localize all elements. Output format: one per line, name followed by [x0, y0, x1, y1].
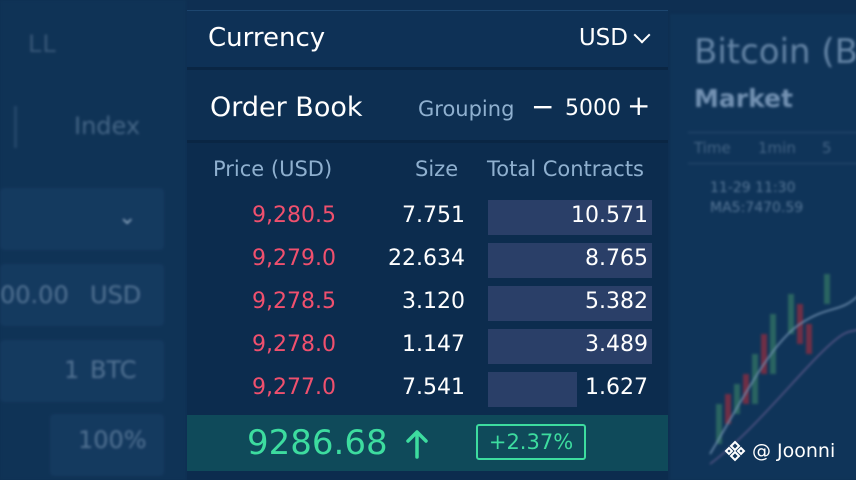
currency-label: Currency [208, 23, 326, 53]
order-size: 7.541 [402, 375, 465, 400]
total-contracts: 3.489 [585, 332, 648, 357]
btc-unit: BTC [90, 356, 137, 384]
depth-bar [488, 372, 577, 407]
currency-selected-value: USD [578, 25, 628, 51]
sell-label: LL [28, 30, 57, 58]
ask-price: 9,277.0 [252, 375, 336, 400]
ask-price: 9,278.0 [252, 332, 336, 357]
price-change-badge: +2.37% [476, 424, 586, 460]
total-contracts: 8.765 [585, 246, 648, 271]
quantity-field[interactable] [0, 340, 164, 402]
order-type-select[interactable] [0, 188, 164, 250]
index-tab[interactable]: Index [74, 112, 141, 140]
market-title: Bitcoin (B [694, 32, 856, 72]
depth-bar [488, 286, 652, 321]
background-right-panel: Bitcoin (B Market Time 1min 5 11-29 11:3… [670, 14, 856, 480]
amount-unit: USD [90, 281, 142, 309]
percent-value: 100% [78, 426, 147, 454]
order-book-panel: Currency USD Order Book Grouping − 5000 … [187, 10, 668, 480]
tab-time[interactable]: Time [694, 139, 731, 157]
total-contracts: 5.382 [585, 289, 648, 314]
grouping-decrease-button[interactable]: − [531, 90, 555, 123]
btc-value: 1 [64, 356, 80, 384]
currency-select[interactable]: USD [578, 25, 651, 51]
grouping-increase-button[interactable]: + [627, 89, 651, 122]
order-row[interactable]: 9,279.0 22.634 8.765 [187, 241, 668, 279]
order-row[interactable]: 9,278.5 3.120 5.382 [187, 284, 668, 322]
candlestick-chart [709, 274, 856, 465]
order-size: 1.147 [402, 332, 465, 357]
divider [14, 106, 17, 148]
tab-5min[interactable]: 5 [822, 139, 832, 157]
column-header-size: Size [415, 157, 459, 181]
chevron-down-icon [633, 26, 651, 44]
order-size: 3.120 [402, 289, 465, 314]
binance-logo-icon [724, 440, 746, 462]
order-row[interactable]: 9,277.0 7.541 1.627 [187, 370, 668, 408]
order-row[interactable]: 9,280.5 7.751 10.571 [187, 198, 668, 236]
chart-date: 11-29 11:30 [710, 180, 796, 196]
percent-button[interactable] [50, 414, 164, 476]
total-contracts: 1.627 [585, 375, 648, 400]
order-size: 7.751 [402, 203, 465, 228]
order-row[interactable]: 9,278.0 1.147 3.489 [187, 327, 668, 365]
background-left-panel: LL Index ⌄ 00.00 USD 1 BTC 100% [0, 0, 186, 480]
order-book-title: Order Book [210, 92, 363, 123]
currency-row: Currency USD [187, 11, 668, 70]
order-size: 22.634 [388, 246, 465, 271]
chevron-down-icon: ⌄ [118, 205, 137, 230]
last-price: 9286.68 [247, 423, 388, 463]
grouping-label: Grouping [418, 97, 515, 121]
order-book-header: Order Book Grouping − 5000 + [187, 70, 668, 143]
market-tab[interactable]: Market [694, 84, 793, 113]
depth-bar [488, 243, 652, 278]
watermark: @ Joonni [724, 440, 835, 462]
watermark-text: @ Joonni [752, 440, 836, 462]
depth-bar [488, 200, 652, 235]
last-price-row: 9286.68 +2.37% [187, 415, 668, 471]
ask-price: 9,278.5 [252, 289, 336, 314]
total-contracts: 10.571 [571, 203, 648, 228]
ask-price: 9,279.0 [252, 246, 336, 271]
grouping-value: 5000 [565, 96, 621, 121]
amount-field[interactable] [0, 264, 164, 326]
tab-1min[interactable]: 1min [758, 139, 796, 157]
amount-value: 00.00 [0, 281, 69, 309]
arrow-up-icon [406, 430, 428, 459]
column-header-price: Price (USD) [213, 157, 333, 181]
chart-interval-tabs: Time 1min 5 [688, 132, 856, 164]
ask-price: 9,280.5 [252, 203, 336, 228]
chart-ma: MA5:7470.59 [710, 200, 804, 216]
depth-bar [488, 329, 652, 364]
column-header-total: Total Contracts [487, 157, 644, 181]
